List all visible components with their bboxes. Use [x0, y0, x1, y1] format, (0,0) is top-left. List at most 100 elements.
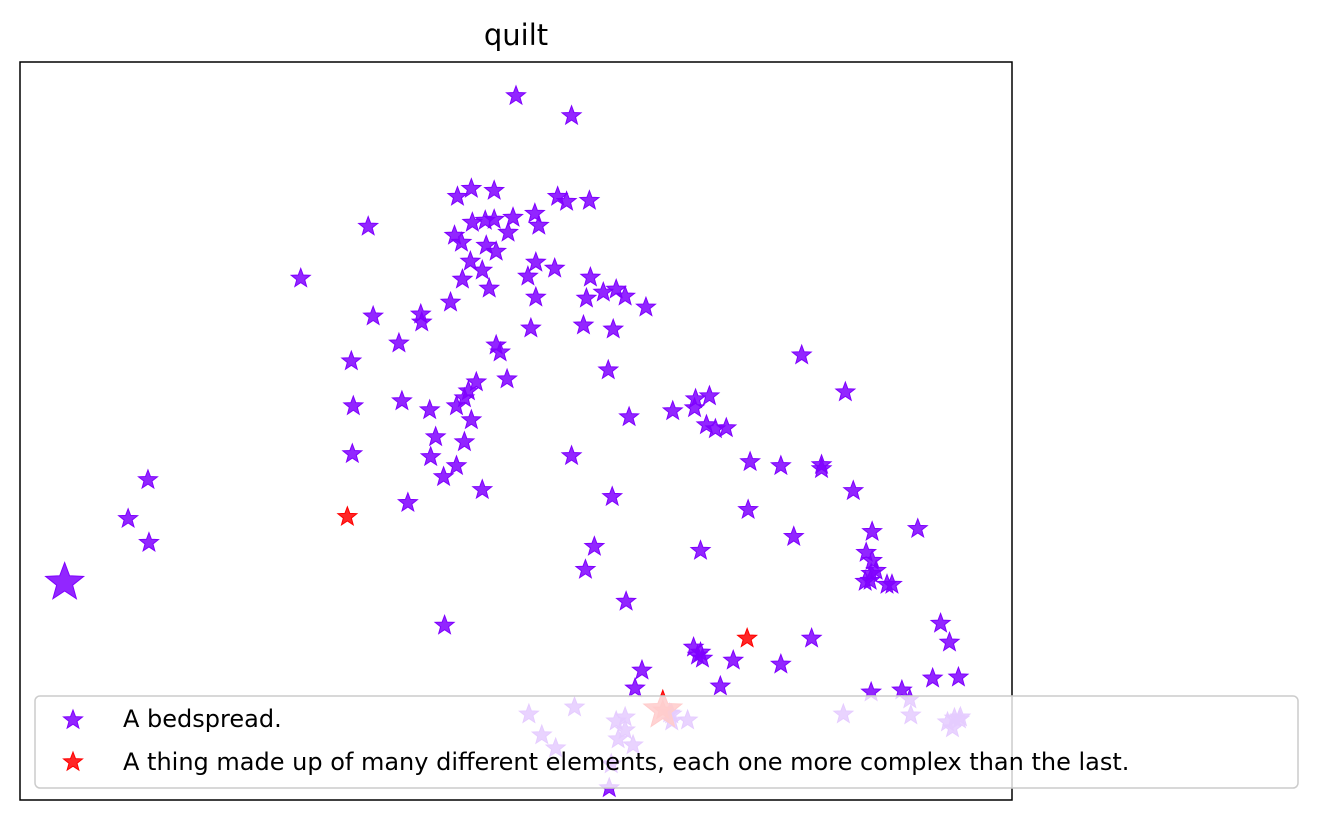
- data-point-bedspread: [601, 485, 624, 507]
- data-point-bedspread: [289, 266, 312, 288]
- legend-marker-complex-thing: [62, 750, 84, 772]
- data-point-bedspread: [906, 517, 929, 538]
- data-point-bedspread: [117, 507, 139, 529]
- data-point-bedspread: [834, 380, 857, 402]
- data-point-bedspread: [615, 590, 637, 611]
- highlight-point-bedspread: [44, 561, 86, 600]
- data-point-bedspread: [496, 367, 518, 389]
- data-point-bedspread: [391, 389, 413, 411]
- data-point-bedspread: [618, 405, 640, 427]
- data-point-bedspread: [424, 425, 447, 447]
- data-point-bedspread: [737, 498, 759, 520]
- data-point-bedspread: [459, 250, 482, 271]
- data-point-bedspread: [739, 450, 761, 472]
- data-point-bedspread: [445, 394, 468, 416]
- data-point-bedspread: [810, 453, 833, 475]
- data-point-bedspread: [782, 525, 805, 546]
- data-point-bedspread: [138, 531, 160, 552]
- data-point-bedspread: [683, 396, 706, 418]
- data-point-bedspread: [439, 290, 462, 312]
- data-point-bedspread: [451, 267, 474, 289]
- data-point-bedspread: [546, 185, 569, 206]
- data-point-bedspread: [475, 234, 498, 255]
- data-point-bedspread: [450, 231, 473, 252]
- data-point-bedspread: [689, 539, 712, 560]
- data-point-bedspread: [419, 445, 442, 467]
- data-point-bedspread: [460, 408, 483, 430]
- data-point-bedspread: [614, 284, 636, 306]
- data-point-bedspread: [938, 631, 961, 652]
- data-point-bedspread: [790, 343, 813, 365]
- data-point-bedspread: [921, 666, 944, 688]
- data-point-bedspread: [575, 286, 598, 308]
- data-point-bedspread: [453, 430, 476, 452]
- data-point-bedspread: [661, 399, 684, 421]
- data-point-bedspread: [929, 612, 952, 633]
- data-point-bedspread: [457, 379, 480, 401]
- data-point-bedspread: [357, 215, 380, 236]
- data-point-bedspread: [474, 209, 497, 230]
- plot-area-frame: [19, 61, 1013, 801]
- data-point-bedspread: [489, 340, 511, 362]
- data-point-bedspread: [460, 177, 483, 198]
- data-point-bedspread: [478, 276, 501, 298]
- data-point-bedspread: [602, 317, 625, 339]
- data-point-bedspread: [682, 635, 705, 657]
- data-point-bedspread: [578, 189, 601, 210]
- data-point-bedspread: [543, 257, 566, 278]
- data-point-bedspread: [520, 316, 542, 338]
- data-point-bedspread: [418, 398, 441, 420]
- data-point-bedspread: [722, 648, 745, 670]
- legend-label-complex-thing: A thing made up of many different elemen…: [123, 748, 1129, 776]
- legend-star-complex-thing: [62, 750, 84, 772]
- data-point-bedspread: [341, 442, 364, 464]
- data-point-bedspread: [340, 349, 363, 371]
- legend-label-bedspread: A bedspread.: [123, 705, 282, 733]
- legend-marker-bedspread: [62, 708, 84, 730]
- data-point-bedspread: [388, 331, 410, 353]
- data-point-bedspread: [769, 652, 792, 674]
- data-point-bedspread: [695, 413, 718, 435]
- data-point-bedspread: [572, 313, 595, 335]
- data-point-bedspread: [497, 221, 519, 242]
- data-point-bedspread: [574, 558, 597, 579]
- data-point-bedspread: [583, 535, 606, 556]
- data-point-bedspread: [800, 627, 823, 648]
- data-point-bedspread: [483, 179, 506, 200]
- data-point-bedspread: [527, 214, 550, 235]
- data-point-bedspread: [855, 541, 878, 562]
- data-point-bedspread: [560, 444, 583, 466]
- data-point-bedspread: [769, 454, 792, 476]
- legend-box: [34, 695, 1299, 789]
- data-point-bedspread: [715, 416, 738, 438]
- data-point-bedspread: [397, 491, 419, 513]
- data-point-bedspread: [891, 678, 913, 700]
- data-point-bedspread: [471, 259, 494, 280]
- data-point-complex-thing: [336, 505, 359, 527]
- data-point-bedspread: [876, 573, 898, 594]
- data-point-bedspread: [709, 674, 732, 696]
- data-point-bedspread: [631, 658, 653, 680]
- legend: A bedspread. A thing made up of many dif…: [34, 695, 1299, 789]
- data-point-bedspread: [555, 190, 578, 211]
- data-point-bedspread: [342, 394, 365, 416]
- data-point-bedspread: [842, 479, 865, 501]
- data-point-bedspread: [624, 676, 646, 698]
- data-point-complex-thing: [736, 627, 759, 648]
- data-point-bedspread: [861, 520, 883, 541]
- data-point-bedspread: [465, 370, 488, 392]
- data-point-bedspread: [432, 465, 455, 487]
- data-point-bedspread: [433, 614, 456, 635]
- data-point-bedspread: [597, 358, 620, 380]
- data-point-bedspread: [410, 310, 433, 332]
- data-point-bedspread: [859, 569, 882, 590]
- data-point-bedspread: [505, 84, 527, 106]
- data-point-bedspread: [502, 206, 524, 227]
- data-point-bedspread: [461, 211, 484, 232]
- data-point-bedspread: [524, 251, 547, 272]
- data-point-bedspread: [560, 104, 583, 126]
- data-point-bedspread: [635, 295, 657, 317]
- data-point-bedspread: [523, 202, 546, 223]
- data-point-bedspread: [362, 304, 385, 326]
